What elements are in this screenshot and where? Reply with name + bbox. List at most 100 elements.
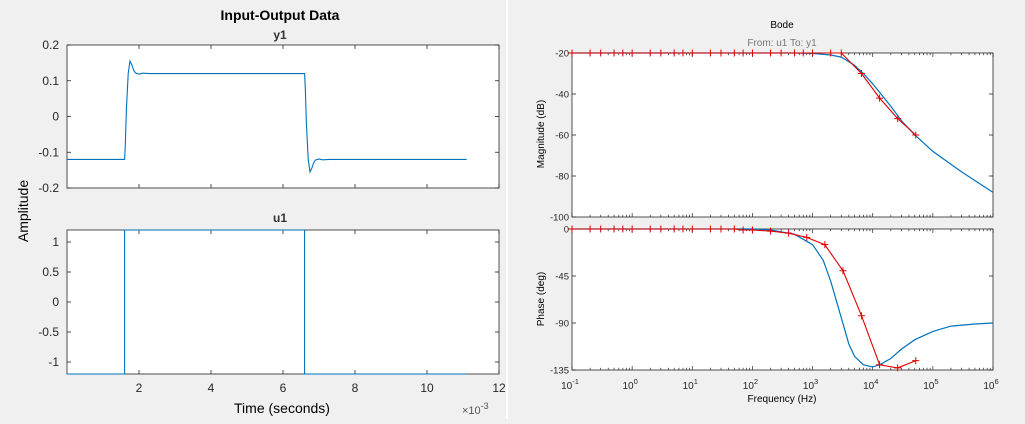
magnitude-measured-marker [857,70,865,77]
magnitude-measured-marker [597,49,605,57]
x-tick-label: 6 [280,381,287,395]
phase-y-tick-label: -90 [555,319,569,330]
phase-measured-marker [839,267,847,275]
phase-measured-marker [857,312,865,320]
y-tick-label-u1: -0.5 [38,325,59,339]
magnitude-y-tick-label: -40 [555,90,569,101]
x-tick-label: 2 [136,381,143,395]
y-tick-label-y1: 0.2 [42,38,59,52]
magnitude-axis-label: Magnitude (dB) [536,100,547,168]
tick-exponent: 0 [634,377,638,386]
y-tick-label-u1: 0 [52,295,59,309]
phase-axis-label: Phase (deg) [536,272,547,326]
subplot-title-u1: u1 [273,211,287,225]
frequency-tick-label: 101 [683,377,698,392]
tick-exponent: 6 [994,377,998,386]
phase-measured-marker [568,225,576,233]
left-plot-area: -0.2-0.100.10.2-1-0.500.512 4 6 8 10 12 [38,38,506,395]
magnitude-measured-marker [809,49,817,57]
magnitude-measured-marker [799,49,807,57]
magnitude-y-tick-label: -20 [555,49,569,60]
phase-measured-marker [876,361,884,369]
frequency-tick-label: 102 [743,377,758,392]
phase-y-tick-label: -45 [555,272,569,283]
magnitude-measured-marker [730,49,738,57]
phase-measured-marker [646,225,654,233]
magnitude-measured-marker [767,49,775,57]
magnitude-measured-marker [717,49,725,57]
tick-base: 10 [923,381,935,392]
frequency-tick-label: 103 [803,377,818,392]
x-exponent-power: -3 [481,401,489,411]
tick-base: 10 [983,381,995,392]
magnitude-measured-marker [837,49,845,57]
series-line-u1 [67,229,467,375]
y-axis-label: Amplitude [15,180,31,242]
magnitude-measured-marker [827,49,835,57]
tick-base: 10 [863,381,875,392]
magnitude-measured-marker [894,115,902,123]
magnitude-measured-marker [646,49,654,57]
x-tick-label: 8 [352,381,359,395]
phase-measured-marker [586,225,594,233]
phase-measured-marker [730,225,738,233]
magnitude-y-tick-label: -60 [555,131,569,142]
phase-y-tick-label: 0 [564,225,569,236]
magnitude-measured-marker [619,49,627,57]
phase-measured-marker [717,225,725,233]
phase-measured-marker [821,241,829,249]
frequency-axis-label: Frequency (Hz) [748,394,817,405]
magnitude-measured-marker [912,131,920,139]
frequency-tick-label: 100 [622,377,637,392]
magnitude-measured-marker [739,49,747,57]
axes-box-y1 [66,44,500,189]
magnitude-measured-marker [568,49,576,57]
magnitude-measured-marker [610,49,618,57]
frequency-tick-label: 10-1 [561,377,579,392]
magnitude-measured-marker [679,49,687,57]
phase-measured-marker [610,225,618,233]
tick-base: 10 [622,381,634,392]
phase-measured-marker [803,233,811,241]
magnitude-measured-marker [586,49,594,57]
magnitude-measured-marker [777,49,785,57]
y-tick-label-u1: 1 [52,235,59,249]
tick-base: 10 [803,381,815,392]
y-tick-label-y1: 0 [52,110,59,124]
figure-divider [506,0,508,419]
tick-exponent: 5 [934,377,938,386]
magnitude-measured-marker [628,49,636,57]
phase-axes-box [571,228,994,371]
frequency-tick-label: 106 [983,377,998,392]
phase-measured-marker [679,225,687,233]
magnitude-measured-marker [706,49,714,57]
tick-exponent: 2 [754,377,758,386]
magnitude-measured-marker [688,49,696,57]
magnitude-y-tick-label: -100 [550,213,569,224]
x-axis-label: Time (seconds) [234,400,330,416]
frequency-tick-label: 105 [923,377,938,392]
magnitude-measured-marker [657,49,665,57]
x-tick-label: 4 [208,381,215,395]
y-tick-label-y1: -0.2 [38,181,59,195]
tick-exponent: 4 [874,377,878,386]
x-tick-label: 10 [420,381,434,395]
y-tick-label-u1: 0.5 [42,265,59,279]
y-tick-label-y1: 0.1 [42,74,59,88]
phase-measured-marker [748,226,756,234]
phase-measured-marker [706,225,714,233]
phase-measured-marker [894,364,902,372]
magnitude-measured-marker [748,49,756,57]
y-tick-label-y1: -0.1 [38,145,59,159]
figure-title: Input-Output Data [221,7,340,23]
bode-title: Bode [770,20,794,31]
tick-exponent: 3 [814,377,818,386]
phase-y-tick-label: -135 [550,366,569,377]
tick-base: 10 [683,381,695,392]
series-line-y1 [67,59,467,174]
tick-exponent: -1 [572,377,579,386]
tick-base: 10 [743,381,755,392]
phase-measured-marker [670,225,678,233]
phase-measured-marker [767,227,775,235]
